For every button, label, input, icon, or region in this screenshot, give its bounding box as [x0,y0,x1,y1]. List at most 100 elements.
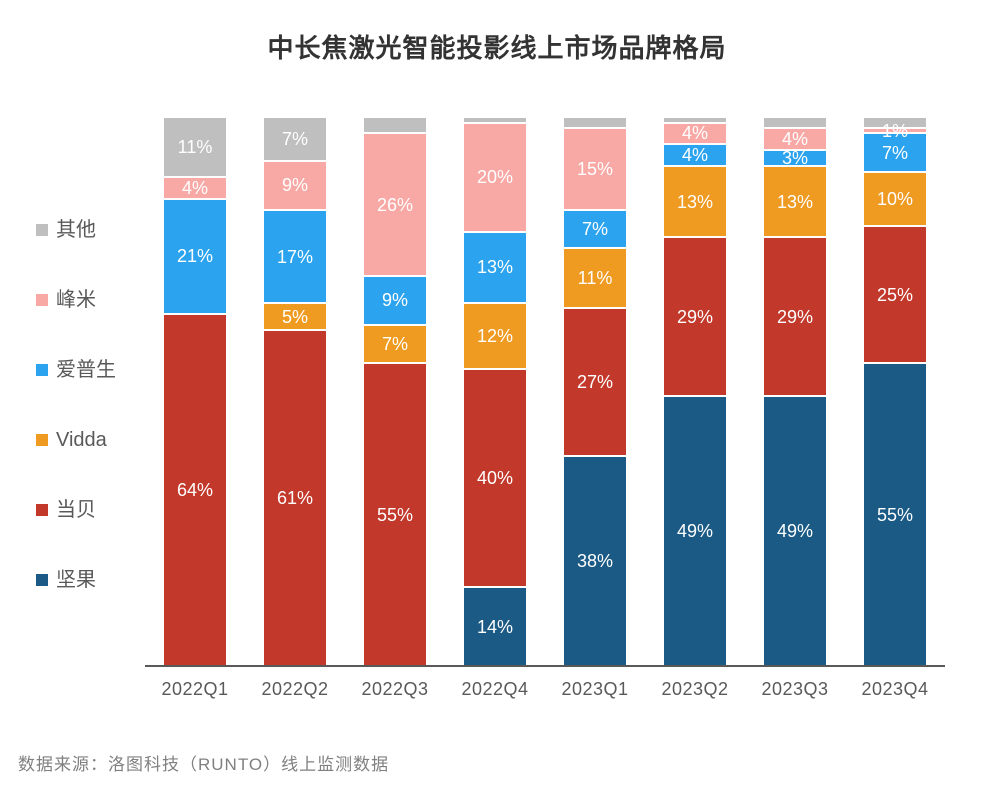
bar-segment-坚果-2022Q4: 14% [464,588,526,665]
segment-value-label: 9% [281,175,308,196]
bar-2023Q4: 1% 7% 10% 25% 55% [864,118,926,665]
x-axis-label-2023Q3: 2023Q3 [761,679,829,699]
x-axis-label-2022Q3: 2022Q3 [361,679,429,699]
legend-swatch-icon [36,224,48,236]
bar-segment-当贝-2022Q1: 64% [164,314,226,665]
bar-segment-其他-2023Q3 [764,118,826,129]
segment-value-label: 20% [476,167,514,188]
bar-2022Q2: 7% 9% 17% 5% 61% [264,118,326,665]
segment-value-label: 4% [181,178,208,199]
segment-value-label: 9% [381,290,408,311]
bar-2022Q3: 26% 9% 7% 55% [364,118,426,665]
legend-label: 当贝 [56,499,96,521]
segment-value-label: 27% [576,372,614,393]
bar-segment-Vidda-2022Q2: 5% [264,304,326,332]
segment-value-label: 29% [676,306,714,327]
bar-segment-峰米-2022Q1: 4% [164,178,226,201]
bar-segment-其他-2022Q4 [464,118,526,124]
x-axis-label-2023Q1: 2023Q1 [561,679,629,699]
bar-segment-其他-2023Q4 [864,118,926,129]
segment-value-label: 5% [281,306,308,327]
chart-title: 中长焦激光智能投影线上市场品牌格局 [267,33,727,63]
legend-label: Vidda [56,429,107,451]
legend-item-其他: 其他 [36,218,145,242]
bar-slot-2023Q3: 4% 3% 13% 29% 49% [745,118,845,665]
x-axis-label-2023Q2: 2023Q2 [661,679,729,699]
bar-2023Q2: 4% 4% 13% 29% 49% [664,118,726,665]
segment-value-label: 38% [576,551,614,572]
segment-value-label: 26% [376,194,414,215]
plot: 11% 4% 21% 64% 7% 9% 17% 5% 61% 26% 9% 7% 55% 20% 13% 1… [145,118,945,700]
bar-segment-当贝-2022Q4: 40% [464,369,526,589]
bar-segment-其他-2022Q3 [364,118,426,135]
bar-segment-爱普生-2022Q2: 17% [264,211,326,304]
bar-2022Q4: 20% 13% 12% 40% 14% [464,118,526,665]
legend-swatch-icon [36,364,48,376]
bar-slot-2023Q4: 1% 7% 10% 25% 55% [845,118,945,665]
segment-value-label: 13% [776,191,814,212]
legend-swatch-icon [36,574,48,586]
bar-segment-其他-2023Q2 [664,118,726,124]
segment-value-label: 14% [476,616,514,637]
segment-value-label: 7% [881,142,908,163]
segment-value-label: 61% [276,488,314,509]
segment-value-label: 49% [676,520,714,541]
segment-value-label: 25% [876,284,914,305]
segment-value-label: 3% [781,148,808,169]
segment-value-label: 29% [776,306,814,327]
x-axis-label-2022Q2: 2022Q2 [261,679,329,699]
segment-value-label: 1% [881,120,908,141]
legend: 其他峰米爱普生 Vidda 当贝坚果 [0,118,145,700]
bar-segment-其他-2023Q1 [564,118,626,129]
segment-value-label: 55% [376,504,414,525]
x-axis-label-2022Q4: 2022Q4 [461,679,529,699]
bar-segment-当贝-2023Q3: 29% [764,238,826,397]
bar-segment-爱普生-2022Q1: 21% [164,200,226,315]
bar-segment-峰米-2023Q1: 15% [564,128,626,212]
legend-label: 其他 [56,219,96,241]
bar-slot-2022Q2: 7% 9% 17% 5% 61% [245,118,345,665]
legend-label: 坚果 [56,569,96,591]
bar-segment-其他-2022Q2: 7% [264,118,326,162]
bar-segment-Vidda-2022Q4: 12% [464,304,526,370]
segment-value-label: 10% [876,189,914,210]
data-source-note: 数据来源：洛图科技（RUNTO）线上监测数据 [18,755,390,774]
bar-segment-Vidda-2023Q2: 13% [664,167,726,239]
bar-segment-坚果-2023Q2: 49% [664,396,726,665]
segment-value-label: 64% [176,479,214,500]
legend-item-坚果: 坚果 [36,568,145,592]
bar-2023Q1: 15% 7% 11% 27% 38% [564,118,626,665]
bar-segment-爱普生-2023Q2: 4% [664,145,726,168]
x-axis-label-2022Q1: 2022Q1 [161,679,229,699]
bars: 11% 4% 21% 64% 7% 9% 17% 5% 61% 26% 9% 7% 55% 20% 13% 1… [145,118,945,667]
segment-value-label: 4% [681,123,708,144]
legend-swatch-icon [36,504,48,516]
x-axis-labels: 2022Q1 2022Q2 2022Q3 2022Q4 2023Q1 2023Q2 2023… [145,679,945,700]
bar-segment-当贝-2023Q4: 25% [864,227,926,365]
segment-value-label: 17% [276,246,314,267]
bar-segment-当贝-2023Q1: 27% [564,309,626,458]
segment-value-label: 13% [476,257,514,278]
bar-segment-爱普生-2022Q3: 9% [364,276,426,326]
bar-segment-爱普生-2022Q4: 13% [464,232,526,304]
segment-value-label: 7% [381,334,408,355]
segment-value-label: 4% [781,128,808,149]
legend-item-Vidda: Vidda [36,428,145,452]
bar-segment-其他-2022Q1: 11% [164,118,226,179]
segment-value-label: 49% [776,520,814,541]
bar-segment-当贝-2022Q3: 55% [364,364,426,665]
bar-slot-2022Q1: 11% 4% 21% 64% [145,118,245,665]
bar-segment-当贝-2022Q2: 61% [264,331,326,665]
bar-segment-坚果-2023Q4: 55% [864,364,926,665]
bar-segment-峰米-2022Q4: 20% [464,123,526,233]
bar-segment-Vidda-2022Q3: 7% [364,325,426,365]
legend-label: 峰米 [56,289,96,311]
legend-label: 爱普生 [56,359,116,381]
bar-segment-当贝-2023Q2: 29% [664,238,726,397]
segment-value-label: 55% [876,504,914,525]
bar-2023Q3: 4% 3% 13% 29% 49% [764,118,826,665]
bar-segment-Vidda-2023Q1: 11% [564,249,626,310]
legend-swatch-icon [36,434,48,446]
bar-segment-爱普生-2023Q1: 7% [564,211,626,250]
